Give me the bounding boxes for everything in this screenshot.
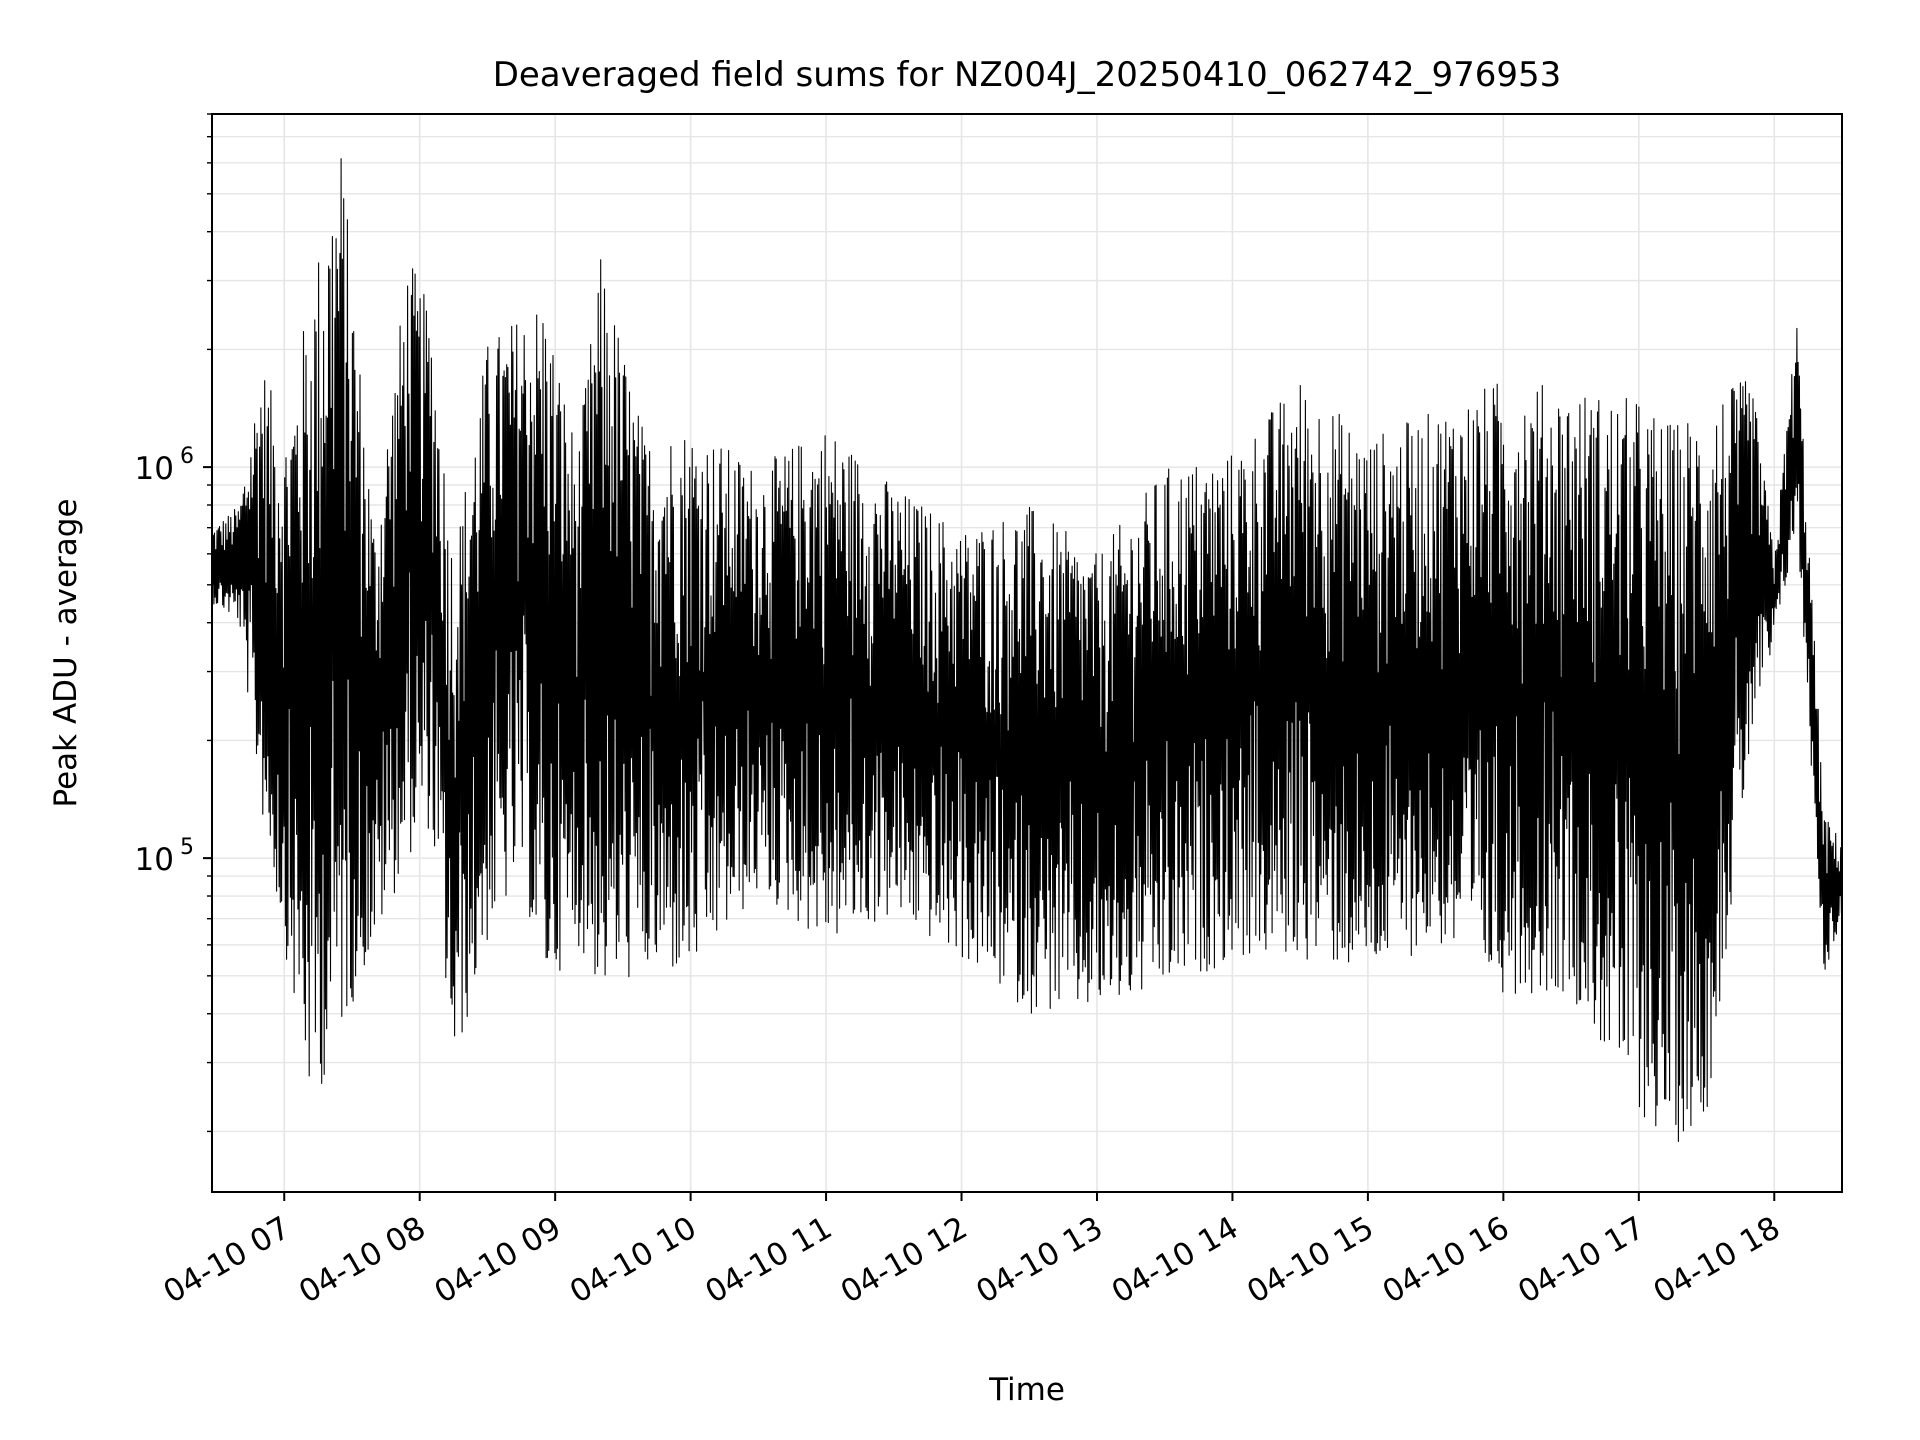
x-axis-label: Time	[988, 1372, 1065, 1408]
y-tick-exponent: 6	[180, 444, 194, 469]
y-axis-label: Peak ADU - average	[48, 498, 84, 807]
chart-title: Deaveraged field sums for NZ004J_2025041…	[493, 55, 1562, 95]
y-tick-exponent: 5	[180, 835, 194, 860]
y-tick-label: 10	[135, 842, 174, 878]
y-tick-label: 10	[135, 451, 174, 487]
plot-frame	[211, 113, 1843, 1193]
data-series	[211, 158, 1843, 1143]
series-line	[211, 158, 1843, 1143]
